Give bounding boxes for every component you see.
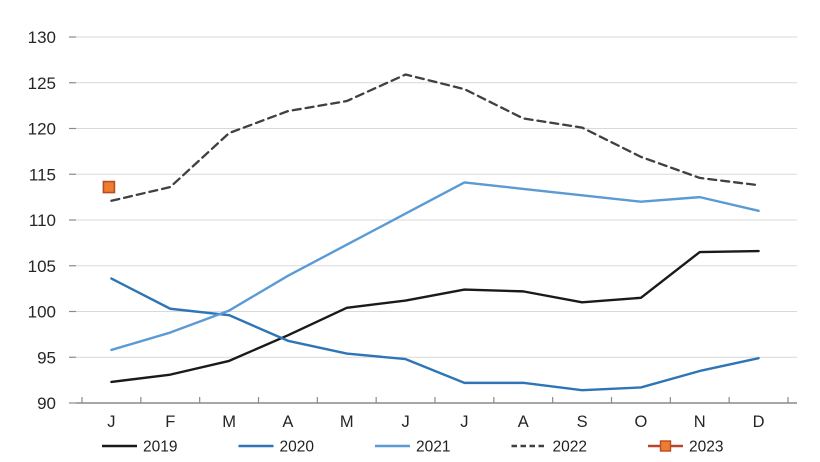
- legend-item-2021: 2021: [375, 439, 450, 456]
- y-axis-label: 130: [28, 28, 56, 47]
- legend-label: 2022: [553, 439, 587, 456]
- legend-swatch-marker: [659, 440, 672, 452]
- x-axis-label: A: [282, 413, 293, 431]
- legend-item-2019: 2019: [102, 439, 177, 456]
- x-axis-label: F: [165, 413, 175, 431]
- series-line-2022: [110, 73, 760, 202]
- y-axis-label: 95: [37, 348, 56, 367]
- x-axis-label: J: [107, 413, 115, 431]
- legend-label: 2019: [143, 439, 177, 456]
- legend-item-2020: 2020: [238, 439, 315, 456]
- x-axis-label: M: [340, 413, 354, 431]
- legend-label: 2021: [416, 439, 450, 456]
- x-axis-label: D: [753, 413, 765, 431]
- legend-item-2022: 2022: [511, 439, 587, 456]
- y-axis-label: 90: [37, 394, 56, 413]
- x-axis-label: J: [401, 413, 409, 431]
- x-axis-label: N: [694, 413, 706, 431]
- y-axis-label: 120: [28, 120, 56, 139]
- x-axis-label: S: [577, 413, 588, 431]
- data-point-marker-2023: [102, 180, 116, 194]
- y-axis-label: 115: [29, 165, 56, 184]
- series-line-2021: [110, 181, 760, 352]
- series-line-2019: [110, 249, 760, 384]
- legend-label: 2020: [280, 439, 315, 456]
- y-axis-label: 100: [28, 303, 56, 322]
- legend-item-2023: 2023: [648, 439, 723, 456]
- x-axis-label: J: [460, 413, 468, 431]
- y-axis-label: 110: [29, 211, 56, 230]
- x-axis-label: A: [518, 413, 529, 431]
- x-axis-label: O: [634, 413, 647, 431]
- y-axis-label: 125: [28, 74, 56, 93]
- y-axis-label: 105: [28, 257, 56, 276]
- legend-label: 2023: [689, 439, 723, 456]
- x-axis-label: M: [222, 413, 236, 431]
